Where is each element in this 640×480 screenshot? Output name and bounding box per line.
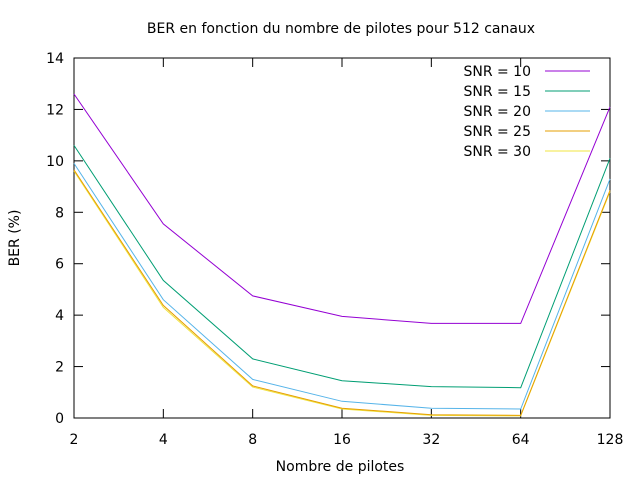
x-tick-label: 32 <box>422 432 440 448</box>
y-tick-label: 6 <box>55 257 64 273</box>
x-tick-label: 128 <box>597 432 624 448</box>
series-line-snr-10 <box>73 93 611 324</box>
series-lines <box>73 93 611 417</box>
y-tick-label: 4 <box>55 308 64 324</box>
legend-label: SNR = 30 <box>463 144 531 160</box>
x-tick-label: 2 <box>70 432 79 448</box>
chart-title: BER en fonction du nombre de pilotes pou… <box>147 21 535 37</box>
y-tick-label: 10 <box>46 154 64 170</box>
legend-label: SNR = 10 <box>463 64 531 80</box>
series-line-snr-20 <box>73 163 611 410</box>
legend-label: SNR = 20 <box>463 104 531 120</box>
x-tick-label: 16 <box>333 432 351 448</box>
x-tick-label: 64 <box>512 432 530 448</box>
series-line-snr-15 <box>73 145 611 389</box>
x-tick-label: 4 <box>159 432 168 448</box>
y-tick-label: 14 <box>46 51 64 67</box>
series-line-snr-30 <box>73 170 611 417</box>
legend: SNR = 10 SNR = 15 SNR = 20 SNR = 25 SNR = 30 <box>463 64 590 160</box>
legend-label: SNR = 15 <box>463 84 531 100</box>
y-tick-label: 0 <box>55 411 64 427</box>
legend-label: SNR = 25 <box>463 124 531 140</box>
series-line-snr-25 <box>73 169 611 416</box>
y-tick-label: 2 <box>55 360 64 376</box>
y-axis-label: BER (%) <box>7 210 23 267</box>
x-tick-label: 8 <box>248 432 257 448</box>
x-axis-label: Nombre de pilotes <box>276 459 405 475</box>
y-tick-label: 12 <box>46 102 64 118</box>
y-tick-label: 8 <box>55 205 64 221</box>
